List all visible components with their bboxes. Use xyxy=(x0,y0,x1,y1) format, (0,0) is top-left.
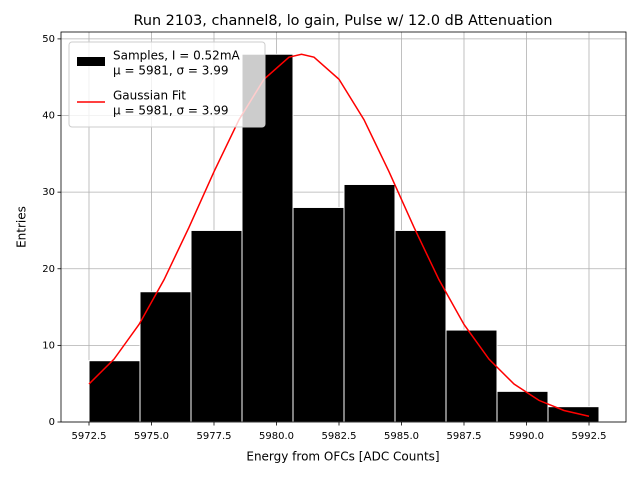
legend-swatch xyxy=(77,57,105,66)
bar xyxy=(394,229,447,423)
legend-box xyxy=(68,41,266,128)
bar xyxy=(139,291,192,423)
bar xyxy=(445,329,498,423)
axes-frame xyxy=(60,31,627,423)
legend-stats: μ = 5981, σ = 3.99 xyxy=(113,104,229,118)
bar xyxy=(292,206,345,423)
y-tick-label: 0 xyxy=(49,417,55,428)
x-tick-label: 5985.0 xyxy=(384,431,419,442)
y-tick-label: 10 xyxy=(42,340,55,351)
x-tick-label: 5992.5 xyxy=(572,431,607,442)
bar xyxy=(88,360,141,423)
x-tick-label: 5975.0 xyxy=(134,431,169,442)
fit-line xyxy=(88,53,590,417)
x-tick-label: 5972.5 xyxy=(72,431,107,442)
legend-label: Samples, I = 0.52mA xyxy=(113,49,241,63)
y-tick-label: 30 xyxy=(42,187,55,198)
x-tick-label: 5982.5 xyxy=(322,431,357,442)
y-tick-label: 20 xyxy=(42,264,55,275)
x-tick-label: 5990.0 xyxy=(509,431,544,442)
legend-label: Gaussian Fit xyxy=(113,89,186,103)
bar xyxy=(343,183,396,423)
ticks: 5972.5 5975.0 5977.5 5980.0 5982.5 5985.0 5987… xyxy=(42,34,606,442)
marks xyxy=(88,53,600,423)
y-axis-label: Entries xyxy=(15,206,29,248)
x-tick-label: 5980.0 xyxy=(259,431,294,442)
bar xyxy=(190,229,243,423)
x-tick-label: 5977.5 xyxy=(197,431,232,442)
legend-stats: μ = 5981, σ = 3.99 xyxy=(113,64,229,78)
bar xyxy=(547,406,600,423)
y-tick-label: 50 xyxy=(42,34,55,45)
chart-title: Run 2103, channel8, lo gain, Pulse w/ 12… xyxy=(134,13,553,29)
x-tick-label: 5987.5 xyxy=(447,431,482,442)
x-axis-label: Energy from OFCs [ADC Counts] xyxy=(246,450,439,464)
y-tick-label: 40 xyxy=(42,111,55,122)
bar xyxy=(496,390,549,423)
